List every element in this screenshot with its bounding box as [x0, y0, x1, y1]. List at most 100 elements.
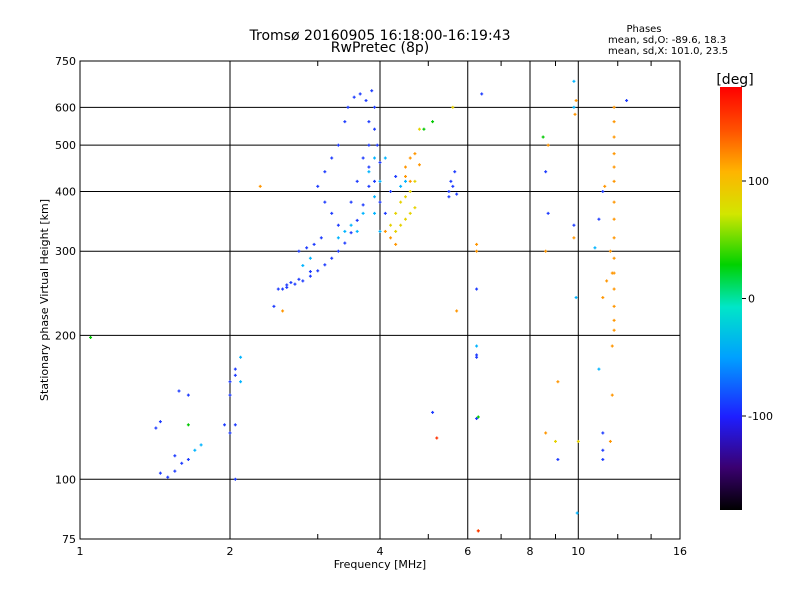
- data-point: [378, 160, 382, 164]
- data-point: [89, 335, 93, 339]
- data-point: [349, 231, 353, 235]
- data-point: [574, 296, 578, 300]
- data-point: [193, 448, 197, 452]
- data-point: [301, 264, 305, 268]
- data-point: [435, 436, 439, 440]
- data-point: [572, 236, 576, 240]
- data-point: [285, 283, 289, 287]
- data-point: [308, 256, 312, 260]
- data-point: [612, 120, 616, 124]
- y-tick-label: 200: [55, 329, 76, 342]
- data-point: [597, 217, 601, 221]
- data-point: [316, 269, 320, 273]
- data-point: [408, 189, 412, 193]
- data-point: [373, 156, 377, 160]
- y-tick-label: 600: [55, 101, 76, 114]
- data-point: [343, 120, 347, 124]
- data-point: [431, 120, 435, 124]
- data-point: [455, 309, 459, 313]
- data-point: [605, 279, 609, 283]
- data-point: [593, 246, 597, 250]
- data-point: [556, 457, 560, 461]
- x-axis-ticks: 1 2 4 6 8 10 16: [77, 545, 688, 558]
- colorbar-label: [deg]: [716, 72, 753, 88]
- data-point: [475, 242, 479, 246]
- data-point: [601, 448, 605, 452]
- data-point: [612, 318, 616, 322]
- data-point: [625, 99, 629, 103]
- data-point: [336, 236, 340, 240]
- colorbar: [720, 87, 742, 510]
- data-point: [177, 389, 181, 393]
- x-tick-label: 4: [377, 545, 384, 558]
- data-point: [316, 184, 320, 188]
- data-point: [451, 105, 455, 109]
- data-point: [476, 529, 480, 533]
- y-tick-label: 100: [55, 473, 76, 486]
- x-axis-label: Frequency [MHz]: [334, 558, 426, 571]
- data-point: [305, 246, 309, 250]
- data-point: [336, 223, 340, 227]
- data-point: [556, 380, 560, 384]
- data-point: [408, 156, 412, 160]
- data-point: [403, 179, 407, 183]
- colorbar-ticks: 100 0 -100: [742, 175, 773, 423]
- data-point: [574, 99, 578, 103]
- data-point: [383, 229, 387, 233]
- data-point: [323, 263, 327, 267]
- x-tick-label: 8: [527, 545, 534, 558]
- data-point: [228, 380, 232, 384]
- data-point: [403, 195, 407, 199]
- data-point: [378, 200, 382, 204]
- data-point: [297, 277, 301, 281]
- data-point: [601, 457, 605, 461]
- data-point: [544, 431, 548, 435]
- data-point: [612, 200, 616, 204]
- data-point: [544, 170, 548, 174]
- data-point: [289, 281, 293, 285]
- data-point: [158, 420, 162, 424]
- data-point: [475, 287, 479, 291]
- stats-x: mean, sd,X: 101.0, 23.5: [608, 46, 728, 57]
- data-point: [228, 431, 232, 435]
- data-point: [281, 287, 285, 291]
- data-point: [431, 410, 435, 414]
- data-point: [475, 344, 479, 348]
- data-point: [180, 461, 184, 465]
- data-point: [293, 282, 297, 286]
- y-tick-label: 500: [55, 139, 76, 152]
- data-point: [612, 152, 616, 156]
- data-point: [399, 223, 403, 227]
- data-point: [367, 143, 371, 147]
- data-point: [364, 99, 368, 103]
- data-point: [610, 344, 614, 348]
- data-point: [373, 179, 377, 183]
- data-point: [546, 143, 550, 147]
- data-point: [373, 105, 377, 109]
- y-tick-label: 75: [62, 533, 76, 546]
- data-point: [389, 223, 393, 227]
- data-point: [186, 423, 190, 427]
- data-point: [394, 229, 398, 233]
- data-point: [199, 443, 203, 447]
- data-point: [417, 163, 421, 167]
- data-point: [349, 223, 353, 227]
- data-point: [154, 426, 158, 430]
- data-point: [373, 211, 377, 215]
- data-point: [417, 127, 421, 131]
- data-point: [186, 457, 190, 461]
- data-point: [413, 179, 417, 183]
- data-point: [367, 120, 371, 124]
- data-point: [399, 184, 403, 188]
- data-point: [608, 249, 612, 253]
- data-point: [541, 135, 545, 139]
- data-point: [308, 274, 312, 278]
- data-point: [403, 165, 407, 169]
- data-point: [336, 143, 340, 147]
- data-point: [308, 270, 312, 274]
- x-tick-label: 1: [77, 545, 84, 558]
- data-point: [319, 236, 323, 240]
- data-point: [612, 287, 616, 291]
- y-tick-label: 750: [55, 55, 76, 68]
- data-point: [346, 105, 350, 109]
